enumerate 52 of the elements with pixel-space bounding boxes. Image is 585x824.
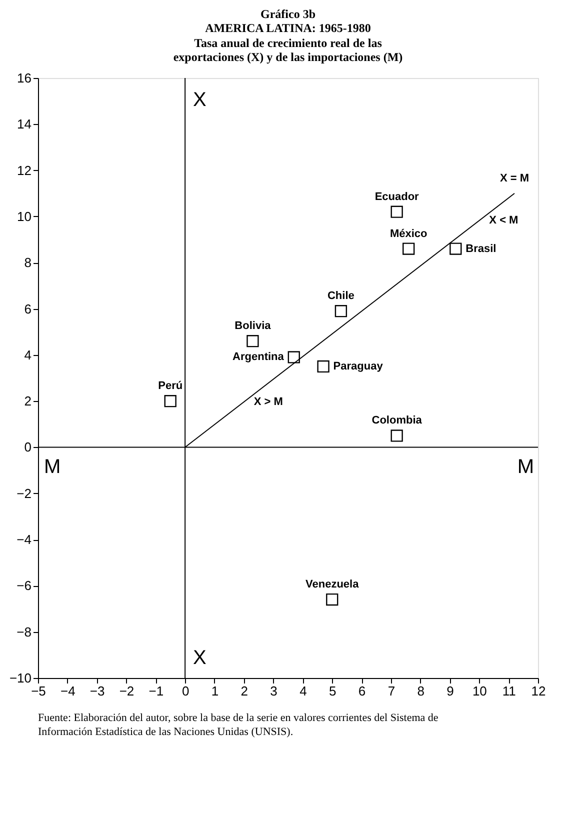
x-tick-label: 1 (211, 684, 219, 698)
x-tick-label: 9 (446, 684, 454, 698)
annotation: X = M (500, 172, 529, 184)
y-tick-label: −6 (16, 578, 32, 594)
x-tick-label: 3 (270, 684, 278, 698)
x-tick-label: 4 (300, 684, 307, 698)
x-tick-label: −2 (119, 684, 134, 698)
annotation: Perú (158, 380, 183, 392)
x-tick-label: −1 (148, 684, 164, 698)
y-tick-label: 14 (17, 116, 32, 132)
chart-title: Gráfico 3b AMERICA LATINA: 1965-1980 (205, 7, 371, 35)
annotation: Chile (327, 290, 354, 302)
x-tick-label: −4 (60, 684, 76, 698)
y-tick-label: 10 (17, 208, 32, 224)
x-tick-label: 6 (358, 684, 366, 698)
annotation: Argentina (232, 351, 285, 364)
y-tick-label: 2 (24, 394, 32, 409)
y-tick-label: −2 (16, 486, 32, 501)
annotation: Brasil (466, 242, 496, 255)
y-tick-label: 4 (24, 347, 32, 362)
y-tick-label: 8 (24, 255, 32, 270)
annotation: Paraguay (333, 360, 384, 372)
source-note: Fuente: Elaboración del autor, sobre la base de la serie en valores corrientes del Sistema de Información Estadística de las Naciones Unidas (UNSIS). (38, 712, 438, 738)
ref-line-label: X (193, 89, 206, 111)
x-tick-label: 0 (182, 684, 190, 698)
y-tick-label: −8 (16, 624, 32, 640)
y-tick-label: −10 (9, 670, 32, 686)
ref-line-label: M (44, 456, 61, 478)
annotation: México (390, 228, 428, 240)
y-tick-label: 0 (24, 440, 32, 455)
text: M (517, 456, 534, 478)
x-tick-label: 2 (240, 684, 248, 698)
x-tick-label: 8 (417, 684, 424, 698)
text: X (193, 647, 206, 669)
x-tick-label: −5 (31, 684, 46, 698)
x-tick-label: 5 (329, 684, 336, 698)
annotation: Colombia (372, 414, 423, 427)
annotation: Bolivia (234, 320, 272, 332)
x-tick-label: 11 (502, 684, 516, 698)
annotation: X > M (254, 396, 283, 408)
chart-subtitle: Tasa anual de crecimiento real de las exportaciones (X) y de las importaciones (M) (173, 36, 403, 64)
annotation: X < M (489, 214, 518, 227)
x-tick-label: 10 (472, 684, 487, 698)
y-tick-label: −4 (16, 532, 32, 548)
annotation: Ecuador (374, 190, 420, 203)
y-tick-label: 16 (17, 70, 32, 86)
x-tick-label: −3 (90, 684, 105, 698)
y-tick-label: 12 (17, 162, 32, 178)
x-tick-label: 12 (531, 684, 546, 698)
annotation: Venezuela (306, 578, 360, 591)
y-tick-label: 6 (24, 301, 32, 316)
x-tick-label: 7 (388, 684, 396, 698)
